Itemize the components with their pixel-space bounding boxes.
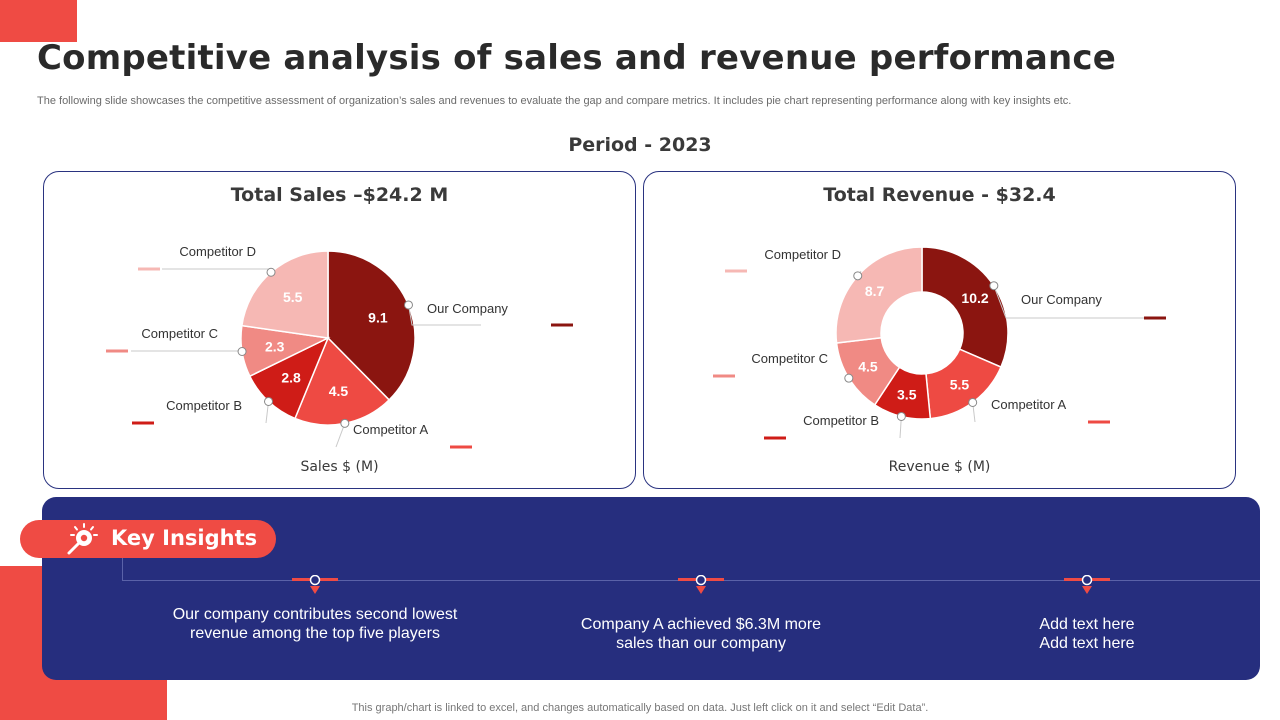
legend-swatch-our-company xyxy=(1144,316,1166,320)
callout-dot-competitor-d xyxy=(853,271,863,281)
revenue-chart-xlabel: Revenue $ (M) xyxy=(888,459,991,475)
data-label-competitor-d: 8.7 xyxy=(865,283,885,299)
callout-dot-competitor-b xyxy=(896,411,906,421)
insight-marker-3 xyxy=(1064,575,1110,594)
insight-text-1: Our company contributes second lowest re… xyxy=(172,606,458,642)
lightbulb-magnifier-icon xyxy=(67,523,98,555)
revenue-chart-title: Total Revenue - $32.4 xyxy=(823,184,1056,206)
category-label-competitor-a: Competitor A xyxy=(353,422,428,437)
callout-dot-competitor-a xyxy=(340,418,350,428)
callout-dot-competitor-a xyxy=(968,397,978,407)
data-label-competitor-c: 4.5 xyxy=(858,358,878,374)
category-label-competitor-c: Competitor C xyxy=(751,351,828,366)
sales-pie-chart[interactable]: 9.1 4.5 2.8 2.3 5.5 Our Company Competitor A Co… xyxy=(44,172,637,490)
callout-dot-competitor-b xyxy=(264,396,274,406)
revenue-donut-chart[interactable]: 10.2 5.5 3.5 4.5 8.7 Our Company Competitor A C… xyxy=(644,172,1237,490)
legend-swatch-competitor-d xyxy=(138,267,160,271)
callout-dot-our-company xyxy=(403,300,413,310)
insight-marker-1 xyxy=(292,575,338,594)
data-label-competitor-b: 2.8 xyxy=(281,369,301,385)
leader-line-our-company xyxy=(407,304,481,326)
legend-swatch-competitor-c xyxy=(713,374,735,378)
pie-slice-our-company[interactable] xyxy=(921,246,1009,369)
callout-dot-competitor-c xyxy=(237,346,247,356)
data-label-our-company: 9.1 xyxy=(368,310,388,326)
category-label-competitor-a: Competitor A xyxy=(991,397,1066,412)
data-label-competitor-a: 4.5 xyxy=(329,383,349,399)
category-label-our-company: Our Company xyxy=(427,301,508,316)
category-label-competitor-c: Competitor C xyxy=(141,326,218,341)
legend-swatch-competitor-b xyxy=(764,436,786,440)
callout-dot-competitor-c xyxy=(844,373,854,383)
category-label-competitor-d: Competitor D xyxy=(179,244,256,259)
insight-connector xyxy=(122,557,123,581)
insight-text-2: Company A achieved $6.3M more sales than… xyxy=(580,616,822,652)
sales-chart-title: Total Sales –$24.2 M xyxy=(230,184,449,206)
data-label-competitor-b: 3.5 xyxy=(897,387,917,403)
insight-text-3: Add text here Add text here xyxy=(1039,616,1135,652)
page-subtitle: The following slide showcases the compet… xyxy=(37,95,1072,107)
legend-swatch-competitor-c xyxy=(106,349,128,353)
data-label-our-company: 10.2 xyxy=(961,290,988,306)
callout-dot-competitor-d xyxy=(266,267,276,277)
page-title: Competitive analysis of sales and revenu… xyxy=(37,38,1116,78)
legend-swatch-competitor-a xyxy=(1088,420,1110,424)
data-label-competitor-a: 5.5 xyxy=(950,376,970,392)
callout-dot-our-company xyxy=(989,281,999,291)
leader-line-our-company xyxy=(993,285,1166,319)
key-insights-badge: Key Insights xyxy=(20,520,276,558)
sales-chart-panel[interactable]: 9.1 4.5 2.8 2.3 5.5 Our Company Competitor A Co… xyxy=(43,171,636,489)
legend-swatch-competitor-d xyxy=(725,269,747,273)
category-label-competitor-d: Competitor D xyxy=(764,247,841,262)
period-label: Period - 2023 xyxy=(568,134,712,156)
category-label-competitor-b: Competitor B xyxy=(803,413,879,428)
revenue-chart-panel[interactable]: 10.2 5.5 3.5 4.5 8.7 Our Company Competitor A C… xyxy=(643,171,1236,489)
footer-note: This graph/chart is linked to excel, and… xyxy=(351,702,929,714)
legend-swatch-competitor-a xyxy=(450,445,472,449)
pie-slice-competitor-d[interactable] xyxy=(835,246,923,344)
data-label-competitor-c: 2.3 xyxy=(265,338,285,354)
category-label-our-company: Our Company xyxy=(1021,292,1102,307)
key-insights-heading: Key Insights xyxy=(111,526,258,550)
sales-chart-xlabel: Sales $ (M) xyxy=(300,459,379,475)
corner-accent-top xyxy=(0,0,77,42)
category-label-competitor-b: Competitor B xyxy=(166,398,242,413)
legend-swatch-our-company xyxy=(551,323,573,327)
leader-line-competitor-d xyxy=(162,268,274,273)
legend-swatch-competitor-b xyxy=(132,421,154,425)
insight-marker-2 xyxy=(678,575,724,594)
data-label-competitor-d: 5.5 xyxy=(283,289,303,305)
